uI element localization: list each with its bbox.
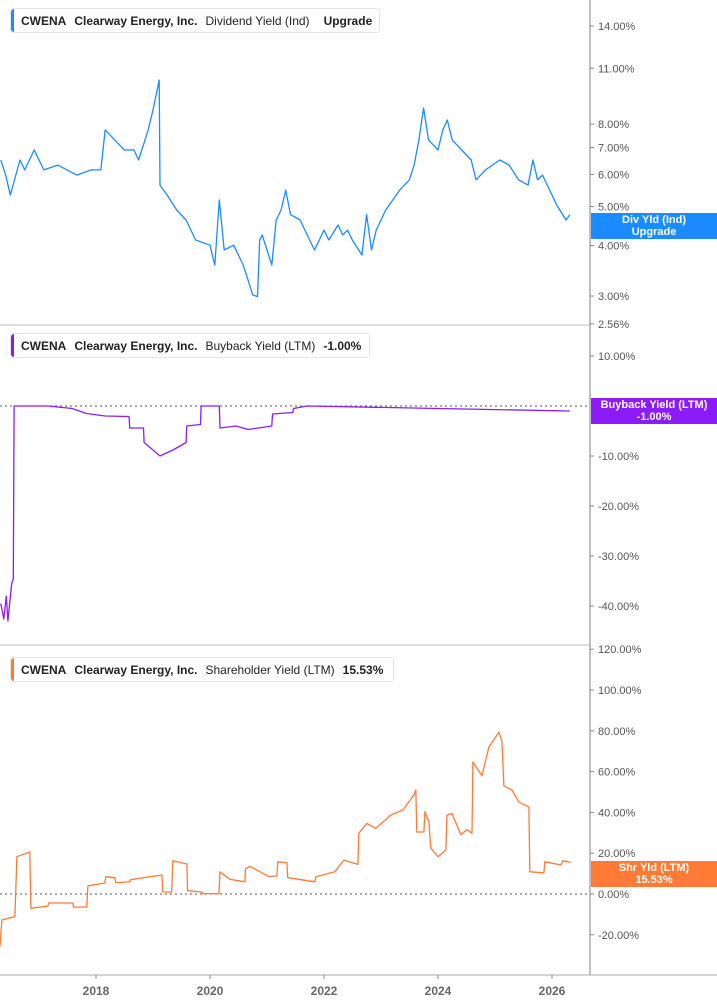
- legend-shareholder-yield[interactable]: CWENA Clearway Energy, Inc. Shareholder …: [10, 657, 394, 682]
- y-tick-label: 6.00%: [598, 170, 629, 182]
- y-tick-label: -20.00%: [598, 501, 639, 513]
- dividend-yield-line: [0, 79, 571, 298]
- y-tick-label: 0.00%: [598, 889, 629, 901]
- legend-upgrade-link[interactable]: Upgrade: [323, 13, 373, 28]
- shareholder-yield-tag: Shr Yld (LTM) 15.53%: [591, 861, 717, 887]
- legend-value: 15.53%: [342, 662, 384, 677]
- y-tick-label: 5.00%: [598, 201, 629, 213]
- legend-buyback-yield[interactable]: CWENA Clearway Energy, Inc. Buyback Yiel…: [10, 333, 370, 358]
- series-color-marker: [11, 334, 14, 357]
- y-tick-label: 100.00%: [598, 685, 642, 697]
- buyback-yield-tag: Buyback Yield (LTM) -1.00%: [591, 398, 717, 424]
- series-color-marker: [11, 658, 14, 681]
- tag-label: Div Yld (Ind): [622, 214, 686, 226]
- dividend-yield-tag[interactable]: Div Yld (Ind) Upgrade: [591, 213, 717, 239]
- y-tick-label: -40.00%: [598, 601, 639, 613]
- tag-label: Shr Yld (LTM): [618, 862, 690, 874]
- legend-metric: Shareholder Yield (LTM): [205, 662, 335, 677]
- y-tick-label: 8.00%: [598, 119, 629, 131]
- legend-ticker: CWENA: [21, 338, 67, 353]
- shareholder-yield-line: [0, 731, 571, 948]
- legend-company: Clearway Energy, Inc.: [74, 13, 198, 28]
- y-tick-label: 20.00%: [598, 848, 636, 860]
- x-tick-label: 2020: [197, 984, 224, 998]
- tag-value: -1.00%: [636, 411, 672, 423]
- x-tick-label: 2022: [311, 984, 338, 998]
- legend-company: Clearway Energy, Inc.: [74, 338, 198, 353]
- tag-value: Upgrade: [631, 226, 677, 238]
- legend-ticker: CWENA: [21, 13, 67, 28]
- y-tick-label: 80.00%: [598, 726, 636, 738]
- y-tick-label: -10.00%: [598, 451, 639, 463]
- legend-ticker: CWENA: [21, 662, 67, 677]
- y-tick-label: -30.00%: [598, 551, 639, 563]
- x-tick-label: 2024: [425, 984, 452, 998]
- y-tick-label: 120.00%: [598, 644, 642, 656]
- y-tick-label: 7.00%: [598, 143, 629, 155]
- legend-company: Clearway Energy, Inc.: [74, 662, 198, 677]
- y-tick-label: 60.00%: [598, 767, 636, 779]
- x-tick-label: 2026: [539, 984, 566, 998]
- x-tick-label: 2018: [83, 984, 110, 998]
- y-tick-label: 4.00%: [598, 241, 629, 253]
- y-tick-label: 40.00%: [598, 807, 636, 819]
- y-tick-label: -20.00%: [598, 930, 639, 942]
- legend-dividend-yield[interactable]: CWENA Clearway Energy, Inc. Dividend Yie…: [10, 8, 380, 33]
- y-tick-label: 10.00%: [598, 351, 636, 363]
- legend-metric: Dividend Yield (Ind): [205, 13, 310, 28]
- series-color-marker: [11, 9, 14, 32]
- y-tick-label: 3.00%: [598, 291, 629, 303]
- y-tick-label: 11.00%: [598, 63, 635, 75]
- buyback-yield-line: [0, 405, 570, 622]
- legend-metric: Buyback Yield (LTM): [205, 338, 316, 353]
- tag-label: Buyback Yield (LTM): [600, 399, 708, 411]
- y-tick-label: 14.00%: [598, 21, 636, 33]
- tag-value: 15.53%: [635, 874, 673, 886]
- y-tick-label: 2.56%: [598, 319, 629, 331]
- legend-value: -1.00%: [323, 338, 362, 353]
